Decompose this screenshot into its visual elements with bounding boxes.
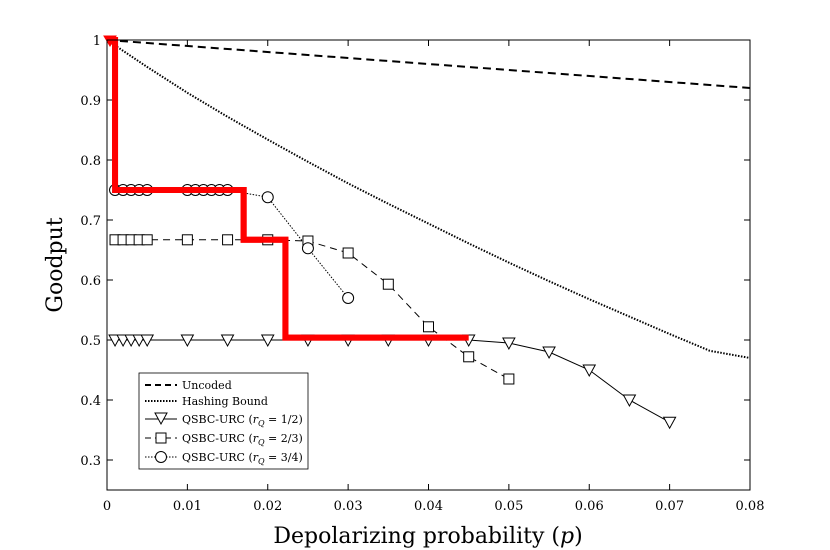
series-layer bbox=[103, 35, 751, 430]
data-point-square bbox=[141, 234, 153, 246]
x-tick-label: 0.04 bbox=[414, 499, 443, 514]
y-tick-label: 0.3 bbox=[80, 454, 101, 469]
legend-marker-square bbox=[155, 432, 167, 444]
series-line-uncoded bbox=[106, 39, 751, 89]
data-point-triangle bbox=[582, 364, 597, 378]
y-tick-label: 0.5 bbox=[80, 334, 101, 349]
x-tick-label: 0 bbox=[103, 499, 111, 514]
y-tick-label: 0.6 bbox=[80, 274, 101, 289]
y-tick-label: 0.9 bbox=[80, 94, 101, 109]
legend-box bbox=[138, 372, 309, 470]
x-axis-title: Depolarizing probability (p) bbox=[273, 524, 582, 549]
data-point-square bbox=[503, 373, 515, 385]
series-line-hashing-bound bbox=[106, 39, 751, 359]
x-tick-label: 0.08 bbox=[736, 499, 765, 514]
x-axis-title-paren-close: ) bbox=[574, 524, 583, 549]
x-axis-title-var: p bbox=[560, 524, 574, 549]
legend-label-rq-twothirds-suffix: = 2/3) bbox=[265, 432, 303, 445]
x-tick-label: 0.07 bbox=[655, 499, 684, 514]
legend-label-rq-half-prefix: QSBC-URC ( bbox=[182, 413, 253, 426]
data-point-circle bbox=[261, 191, 274, 204]
plot-frame bbox=[106, 39, 751, 491]
legend-label-rq-threequarters-var: r bbox=[253, 451, 259, 464]
data-point-triangle bbox=[260, 334, 275, 348]
legend-label-hashing: Hashing Bound bbox=[182, 395, 268, 408]
data-point-triangle bbox=[542, 346, 556, 360]
data-point-triangle bbox=[180, 334, 195, 348]
legend-label-rq-twothirds-var: r bbox=[253, 432, 259, 445]
x-tick-label: 0.01 bbox=[173, 499, 202, 514]
legend-label-rq-half-var: r bbox=[253, 413, 259, 426]
y-axis-title: Goodput bbox=[43, 217, 68, 312]
ticks-layer bbox=[106, 39, 751, 490]
legend-label-rq-threequarters-sub: Q bbox=[258, 457, 265, 466]
x-axis-title-paren-open: ( bbox=[551, 524, 560, 549]
legend-label-uncoded: Uncoded bbox=[182, 379, 232, 392]
data-point-triangle bbox=[662, 416, 677, 430]
data-point-triangle bbox=[622, 394, 637, 408]
legend-label-rq-threequarters: QSBC-URC (rQ = 3/4) bbox=[182, 451, 303, 466]
y-tick-label: 1 bbox=[93, 34, 101, 49]
x-axis-title-main: Depolarizing probability bbox=[273, 524, 551, 549]
x-tick-label: 0.03 bbox=[334, 499, 363, 514]
legend-label-rq-twothirds-sub: Q bbox=[258, 438, 265, 447]
legend-label-rq-half-suffix: = 1/2) bbox=[265, 413, 303, 426]
x-tick-label: 0.02 bbox=[253, 499, 282, 514]
legend-label-rq-threequarters-suffix: = 3/4) bbox=[265, 451, 303, 464]
data-point-triangle bbox=[220, 334, 235, 348]
y-tick-label: 0.4 bbox=[80, 394, 101, 409]
legend-label-rq-twothirds: QSBC-URC (rQ = 2/3) bbox=[182, 432, 303, 447]
y-tick-label: 0.8 bbox=[80, 154, 101, 169]
data-point-triangle bbox=[502, 337, 516, 351]
data-point-square bbox=[222, 234, 234, 246]
data-point-triangle bbox=[140, 334, 155, 348]
x-tick-label: 0.06 bbox=[575, 499, 604, 514]
x-tick-label: 0.05 bbox=[494, 499, 523, 514]
y-tick-label: 0.7 bbox=[80, 214, 101, 229]
legend: Uncoded Hashing Bound QSBC-URC (rQ = 1/2… bbox=[138, 372, 309, 470]
data-point-circle bbox=[342, 292, 355, 304]
data-point-square bbox=[382, 278, 394, 290]
data-point-square bbox=[342, 247, 354, 259]
tick-labels-layer: 0 0.01 0.02 0.03 0.04 0.05 0.06 0.07 0.08 0.3 0.4 0… bbox=[80, 34, 764, 514]
legend-label-rq-twothirds-prefix: QSBC-URC ( bbox=[182, 432, 253, 445]
legend-label-rq-half: QSBC-URC (rQ = 1/2) bbox=[182, 413, 303, 428]
data-point-square bbox=[463, 351, 475, 363]
data-point-square bbox=[181, 234, 193, 246]
legend-label-rq-half-sub: Q bbox=[258, 419, 265, 428]
legend-label-rq-threequarters-prefix: QSBC-URC ( bbox=[182, 451, 253, 464]
data-point-circle bbox=[301, 242, 314, 255]
legend-marker-circle bbox=[155, 451, 167, 463]
series-line-envelope-top bbox=[107, 37, 469, 341]
legend-marker-triangle bbox=[154, 412, 168, 426]
data-point-square bbox=[423, 321, 434, 333]
